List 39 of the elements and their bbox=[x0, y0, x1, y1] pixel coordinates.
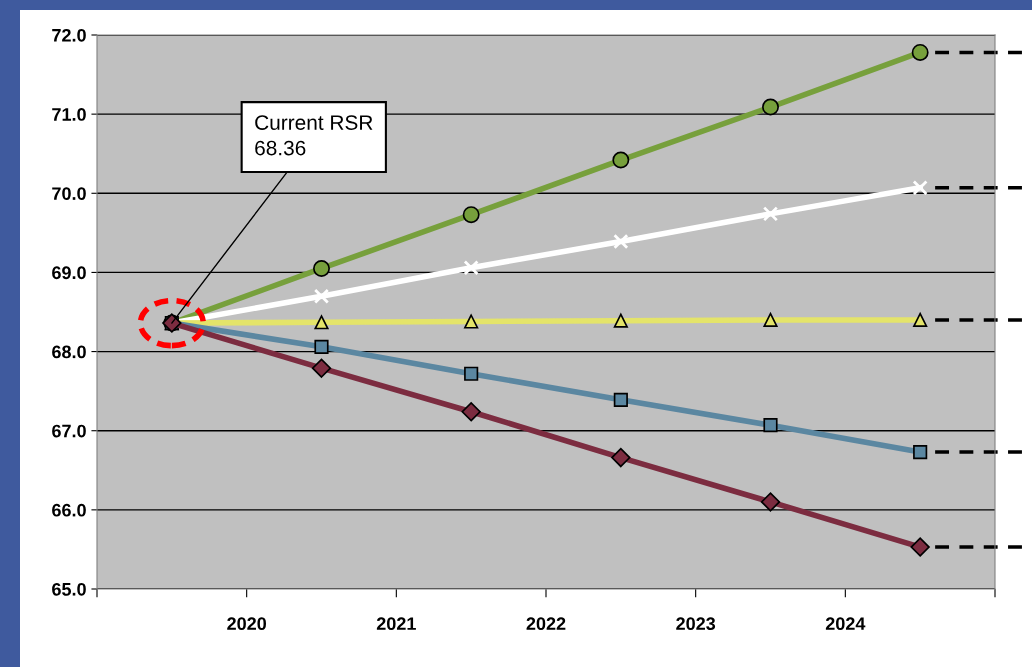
point bbox=[313, 259, 330, 277]
y-tick-label: 71.0 bbox=[52, 108, 86, 121]
point bbox=[913, 444, 928, 460]
point bbox=[613, 233, 629, 250]
point bbox=[462, 206, 480, 224]
point bbox=[763, 312, 778, 327]
annotation: Current RSR 68.36 bbox=[255, 115, 373, 156]
point bbox=[613, 313, 628, 328]
point bbox=[461, 402, 481, 422]
point bbox=[760, 492, 781, 512]
x-tick-label: 2020 bbox=[227, 617, 267, 631]
y-tick-label: 66.0 bbox=[52, 503, 86, 517]
point bbox=[314, 315, 329, 330]
y-tick-label: 68.0 bbox=[52, 345, 86, 359]
point bbox=[313, 288, 330, 304]
point bbox=[912, 180, 928, 196]
point bbox=[464, 314, 479, 329]
x-tick-label: 2022 bbox=[526, 617, 566, 631]
x-tick-label: 2021 bbox=[376, 617, 416, 631]
y-tick-label: 69.0 bbox=[52, 266, 86, 280]
y-tick-label: 70.0 bbox=[52, 187, 86, 201]
point bbox=[463, 260, 479, 276]
x-tick-label: 2023 bbox=[676, 617, 716, 631]
point bbox=[762, 206, 779, 222]
point bbox=[763, 418, 778, 433]
point bbox=[910, 537, 930, 557]
point bbox=[911, 43, 929, 61]
point bbox=[311, 358, 332, 378]
point bbox=[464, 366, 479, 381]
point bbox=[762, 98, 779, 116]
point bbox=[314, 339, 329, 354]
y-tick-label: 65.0 bbox=[52, 582, 86, 596]
point bbox=[613, 392, 628, 407]
point bbox=[612, 151, 630, 169]
y-tick-label: 72.0 bbox=[52, 28, 86, 42]
y-tick-label: 67.0 bbox=[52, 424, 86, 438]
point bbox=[611, 447, 631, 468]
x-tick-label: 2024 bbox=[825, 617, 866, 631]
point bbox=[913, 312, 928, 327]
